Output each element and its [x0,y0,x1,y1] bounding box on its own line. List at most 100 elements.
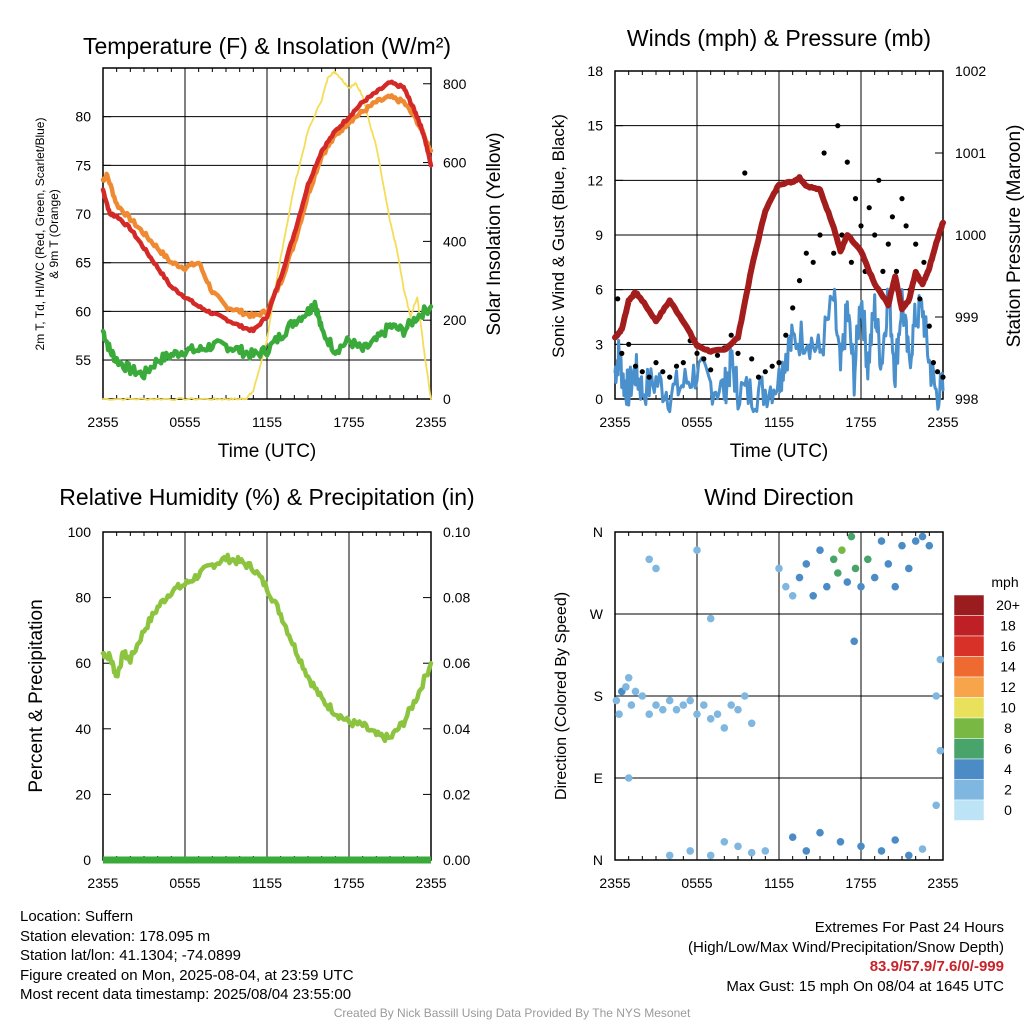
temp-2m-line [100,79,434,334]
y-tick-label: N [593,524,603,540]
gust-point [876,177,882,183]
y2-tick-label: 600 [443,155,467,171]
gust-point [769,363,775,369]
wind-direction-point [713,710,722,718]
wind-direction-point [645,555,653,564]
y-axis-label: Direction (Colored By Speed) [553,592,570,800]
legend-label: 6 [1004,741,1012,757]
y2-tick-label: 1000 [955,227,986,243]
wind-direction-point [891,836,899,844]
wind-direction-point [645,710,653,718]
gust-point [790,305,796,311]
wind-direction-point [870,573,879,582]
y-tick-label: 60 [75,303,91,319]
wind-direction-point [936,746,945,755]
y-tick-label: 80 [75,590,91,606]
x-tick-label: 2355 [927,414,958,430]
x-tick-label: 2355 [599,414,630,430]
gust-point [889,214,896,220]
credit-text: Created By Nick Bassill Using Data Provi… [333,1006,691,1020]
chart-panel-1: Temperature (F) & Insolation (W/m²) 2355 0… [33,33,505,462]
gust-point [803,250,809,256]
wind-direction-point [747,719,756,728]
legend-swatch [953,635,985,657]
gust-point [619,350,625,356]
gust-point [728,332,734,338]
sonic-wind-line [613,287,945,414]
legend-label: 0 [1004,802,1012,818]
extremes-values: 83.9/57.9/7.6/0/-999 [869,958,1004,976]
x-tick-label: 2355 [927,875,958,891]
wind-direction-point [802,560,811,568]
gust-point [899,196,905,202]
wind-direction-point [877,537,886,545]
gust-point [934,369,941,375]
wind-direction-point [782,582,790,591]
wind-direction-point [624,674,633,682]
x-tick-label: 2355 [87,875,118,891]
y2-tick-label: 0.06 [443,655,470,671]
wind-direction-point [847,532,856,541]
wind-direction-point [918,532,927,541]
y2-tick-label: 999 [955,309,979,325]
wind-direction-point [829,555,838,564]
station-info: Location: Suffern Station elevation: 178… [20,907,354,1005]
gust-point [858,223,864,229]
gust-point [653,360,659,366]
elevation-text: Station elevation: 178.095 m [20,927,211,945]
legend-label: 10 [1000,700,1016,716]
y2-tick-label: 0.04 [443,721,470,737]
extremes-title: Extremes For Past 24 Hours [814,919,1004,936]
gust-point [615,296,621,302]
wind-direction-point [834,569,842,577]
wind-direction-point [734,705,742,714]
wind-direction-point [631,687,640,696]
gust-point [913,241,919,247]
wind-direction-point [816,546,824,554]
wind-direction-point [775,564,783,573]
gust-point [835,123,841,129]
chart-title: Temperature (F) & Insolation (W/m²) [83,33,451,59]
gust-point [885,241,891,247]
wind-direction-point [850,637,858,646]
y2-tick-label: 0.00 [443,852,470,868]
legend-label: 16 [1000,638,1016,654]
wind-direction-point [932,692,940,700]
wind-direction-point [891,582,899,591]
gust-point [680,360,686,366]
wind-direction-point [809,592,817,600]
extremes-info: Extremes For Past 24 Hours (High/Low/Max… [688,918,1004,996]
y-axis-label-line1: 2m T, Td, HI/WC (Red, Green, Scarlet/Blu… [33,118,47,351]
created-text: Figure created on Mon, 2025-08-04, at 23… [20,966,354,984]
wind-direction-point [816,828,824,837]
gust-point [839,232,845,238]
wind-direction-point [693,546,701,554]
plot-frame [102,67,432,400]
y-tick-label: W [590,606,604,622]
wind-direction-point [747,848,756,857]
gust-point [921,259,927,265]
x-tick-label: 1755 [333,414,364,430]
y-tick-label: 100 [68,524,92,540]
wind-direction-point [706,715,715,723]
gust-point [762,369,768,375]
chart-panel-3: Relative Humidity (%) & Precipitation (i… [26,484,475,891]
latlon-text: Station lat/lon: 41.1304; -74.0899 [20,947,242,965]
y-tick-label: 60 [75,655,91,671]
recent-text: Most recent data timestamp: 2025/08/04 2… [20,986,352,1004]
y-axis-label-line2: & 9m T (Orange) [47,189,61,279]
y2-tick-label: 800 [443,76,467,92]
y-axis-label: Sonic Wind & Gust (Blue, Black) [549,114,568,358]
chart-panel-2: Winds (mph) & Pressure (mb) 2355 0555 1155 1… [549,25,1024,462]
legend-label: 14 [1000,659,1016,675]
wind-direction-point [925,541,934,550]
chart-title: Wind Direction [704,484,854,510]
wind-direction-point [836,838,845,846]
gust-point [708,367,714,373]
gust-point [866,205,872,211]
wind-direction-point [734,842,742,851]
gust-point [872,232,878,238]
wind-direction-point [627,701,636,709]
wind-direction-point [672,705,681,714]
x-axis-label: Time (UTC) [218,441,317,462]
